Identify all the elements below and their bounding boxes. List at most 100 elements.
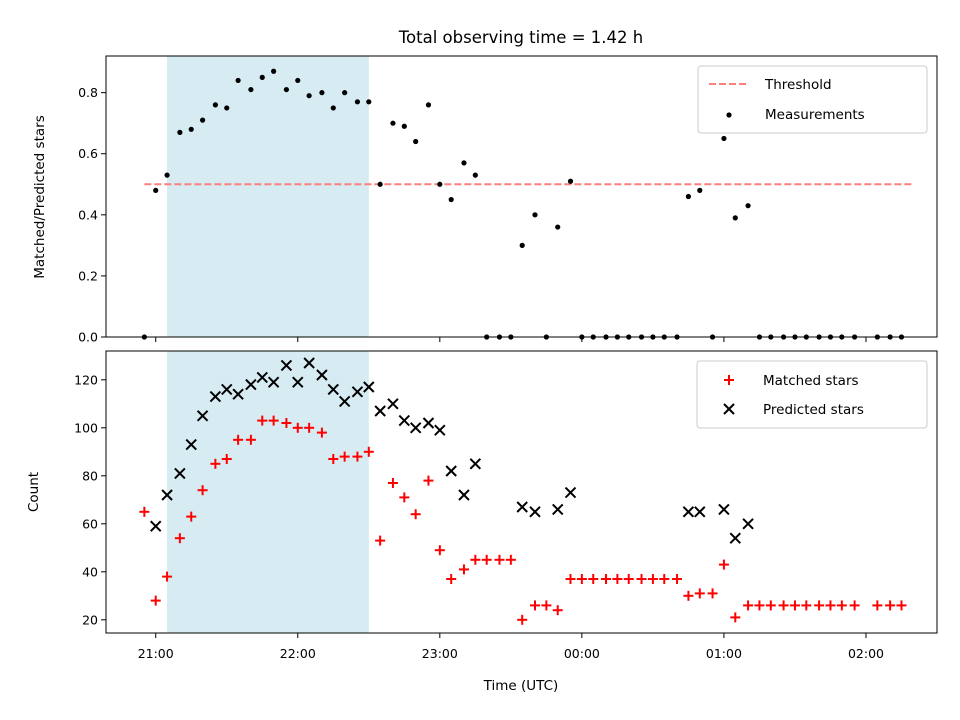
matched-point bbox=[636, 574, 647, 584]
predicted-point bbox=[398, 414, 411, 427]
ratio-y-ticks: 0.0 0.2 0.4 0.6 0.8 bbox=[78, 85, 106, 345]
matched-point bbox=[801, 600, 812, 611]
measurement-point bbox=[283, 86, 290, 93]
predicted-point bbox=[327, 383, 339, 396]
matched-point bbox=[387, 478, 398, 488]
predicted-point bbox=[292, 376, 304, 388]
matched-point bbox=[210, 458, 221, 469]
predicted-point bbox=[245, 378, 257, 391]
matched-point bbox=[565, 574, 576, 584]
matched-point bbox=[517, 614, 528, 625]
predicted-point bbox=[196, 410, 209, 422]
matched-point bbox=[174, 533, 185, 544]
matched-point bbox=[481, 554, 492, 565]
matched-point bbox=[896, 600, 907, 611]
counts-y-ticks: 20 40 60 80 100 120 bbox=[74, 372, 106, 627]
measurement-point bbox=[532, 212, 538, 218]
x-tick-label: 23:00 bbox=[422, 646, 458, 661]
measurement-point bbox=[472, 172, 478, 178]
measurement-point bbox=[271, 68, 277, 74]
matched-point bbox=[363, 446, 374, 457]
matched-point bbox=[588, 574, 599, 584]
measurement-point bbox=[235, 77, 241, 84]
x-tick-label: 21:00 bbox=[138, 646, 174, 661]
x-axis-label: Time (UTC) bbox=[483, 678, 559, 694]
measurement-point bbox=[401, 123, 407, 129]
predicted-point bbox=[434, 424, 446, 436]
measurement-point bbox=[199, 117, 206, 123]
measurement-point bbox=[732, 215, 738, 221]
matched-point bbox=[601, 574, 612, 584]
matched-point bbox=[730, 612, 741, 623]
measurement-point bbox=[555, 224, 561, 230]
y-tick-label: 20 bbox=[82, 612, 98, 627]
ratio-legend-box bbox=[697, 65, 928, 134]
matched-point bbox=[683, 590, 694, 601]
predicted-point bbox=[351, 386, 364, 398]
measurement-point bbox=[519, 242, 525, 248]
predicted-point bbox=[232, 388, 244, 400]
matched-point bbox=[707, 588, 718, 599]
counts-panel: 20 40 60 80 100 120 21:00 22:00 23:00 00:00 01:00… bbox=[26, 350, 938, 694]
legend-predicted-label: Predicted stars bbox=[763, 402, 864, 418]
predicted-point bbox=[150, 520, 162, 532]
measurement-point bbox=[295, 77, 301, 84]
predicted-point bbox=[174, 467, 186, 480]
measurement-point bbox=[212, 102, 218, 108]
legend-measurements-swatch bbox=[726, 112, 732, 118]
y-tick-label: 0.2 bbox=[78, 268, 98, 283]
predicted-point bbox=[718, 503, 730, 516]
matched-point bbox=[245, 434, 256, 445]
matched-point bbox=[494, 554, 505, 565]
measurement-point bbox=[342, 90, 348, 96]
matched-point bbox=[836, 600, 847, 611]
matched-point bbox=[316, 427, 327, 438]
matched-point bbox=[765, 600, 776, 611]
matched-point bbox=[186, 511, 197, 522]
measurement-point bbox=[437, 181, 443, 187]
measurement-point bbox=[188, 126, 194, 132]
predicted-point bbox=[338, 395, 351, 408]
counts-legend: Matched stars Predicted stars bbox=[696, 360, 928, 429]
matched-point bbox=[458, 564, 469, 575]
measurement-point bbox=[745, 203, 751, 209]
measurement-point bbox=[448, 196, 454, 203]
y-tick-label: 0.8 bbox=[78, 85, 98, 100]
matched-point bbox=[718, 559, 729, 570]
matched-point bbox=[659, 574, 670, 584]
matched-point bbox=[743, 600, 754, 611]
x-tick-label: 22:00 bbox=[280, 646, 316, 661]
predicted-point bbox=[564, 486, 577, 499]
ratio-marks bbox=[141, 68, 913, 340]
matched-point bbox=[221, 454, 232, 464]
measurement-point bbox=[461, 160, 467, 166]
matched-point bbox=[672, 574, 683, 584]
measurement-point bbox=[306, 93, 312, 99]
measurement-point bbox=[224, 105, 230, 111]
predicted-point bbox=[694, 506, 706, 518]
predicted-point bbox=[280, 359, 293, 372]
legend-threshold-label: Threshold bbox=[764, 77, 832, 93]
predicted-point bbox=[516, 501, 528, 513]
predicted-point bbox=[209, 390, 222, 403]
x-tick-label: 01:00 bbox=[706, 646, 742, 661]
matched-point bbox=[375, 535, 386, 546]
y-tick-label: 80 bbox=[82, 468, 98, 483]
matched-point bbox=[814, 600, 825, 611]
counts-x-ticks: 21:00 22:00 23:00 00:00 01:00 02:00 bbox=[138, 633, 884, 661]
matched-point bbox=[150, 595, 161, 606]
matched-point bbox=[162, 571, 173, 582]
predicted-point bbox=[458, 489, 470, 501]
y-tick-label: 40 bbox=[82, 564, 98, 579]
ratio-y-axis-label: Matched/Predicted stars bbox=[32, 115, 48, 278]
predicted-point bbox=[363, 381, 375, 393]
y-tick-label: 120 bbox=[74, 372, 98, 387]
x-tick-label: 02:00 bbox=[848, 646, 884, 661]
matched-point bbox=[872, 600, 883, 611]
predicted-point bbox=[303, 357, 315, 369]
measurement-point bbox=[413, 138, 419, 145]
matched-point bbox=[292, 422, 303, 433]
matched-point bbox=[576, 574, 587, 584]
matched-point bbox=[789, 600, 800, 611]
